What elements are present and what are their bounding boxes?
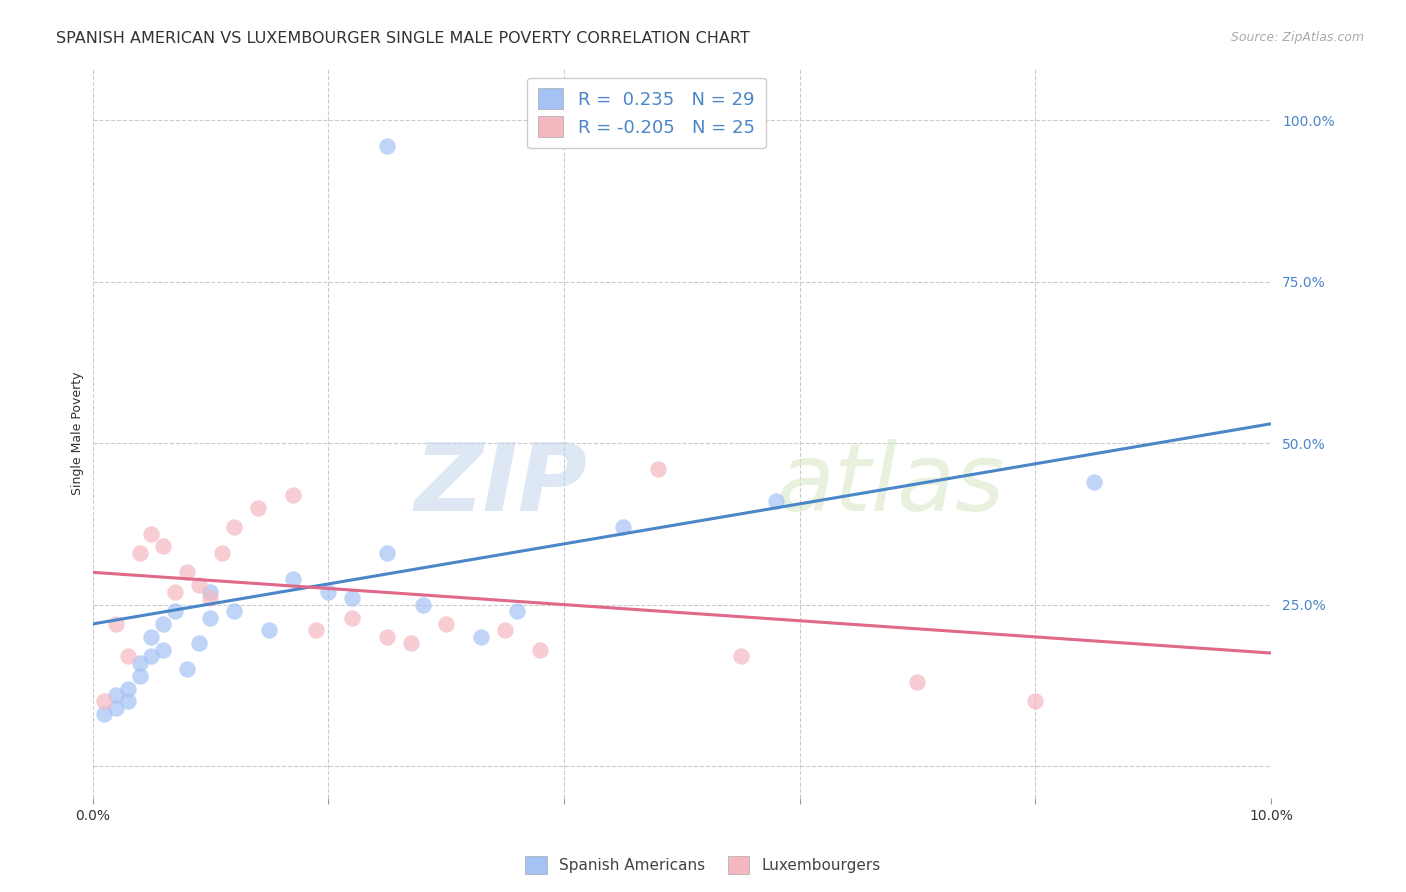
Point xyxy=(200,584,222,599)
Point xyxy=(200,591,222,606)
Point xyxy=(105,701,128,715)
Point xyxy=(165,604,187,618)
Point xyxy=(117,649,139,664)
Point xyxy=(305,624,328,638)
Point xyxy=(730,649,752,664)
Point xyxy=(222,520,245,534)
Point xyxy=(105,617,128,632)
Point xyxy=(907,675,929,690)
Legend: Spanish Americans, Luxembourgers: Spanish Americans, Luxembourgers xyxy=(519,850,887,880)
Point xyxy=(222,604,245,618)
Point xyxy=(128,656,150,670)
Point xyxy=(259,624,281,638)
Text: Source: ZipAtlas.com: Source: ZipAtlas.com xyxy=(1230,31,1364,45)
Point xyxy=(128,668,150,682)
Point xyxy=(93,707,115,722)
Point xyxy=(494,624,516,638)
Point xyxy=(187,636,209,650)
Legend: R =  0.235   N = 29, R = -0.205   N = 25: R = 0.235 N = 29, R = -0.205 N = 25 xyxy=(527,78,766,148)
Point xyxy=(281,572,304,586)
Point xyxy=(141,630,163,644)
Point xyxy=(128,546,150,560)
Point xyxy=(117,694,139,708)
Point xyxy=(399,636,422,650)
Point xyxy=(316,584,339,599)
Point xyxy=(612,520,634,534)
Y-axis label: Single Male Poverty: Single Male Poverty xyxy=(72,372,84,495)
Point xyxy=(152,540,174,554)
Point xyxy=(187,578,209,592)
Point xyxy=(141,526,163,541)
Point xyxy=(211,546,233,560)
Point xyxy=(281,488,304,502)
Point xyxy=(375,546,398,560)
Point xyxy=(1024,694,1046,708)
Point xyxy=(647,462,669,476)
Text: atlas: atlas xyxy=(776,439,1004,530)
Point xyxy=(340,591,363,606)
Point xyxy=(105,688,128,702)
Point xyxy=(176,662,198,676)
Point xyxy=(506,604,529,618)
Point xyxy=(412,598,434,612)
Point xyxy=(470,630,492,644)
Point xyxy=(165,584,187,599)
Point xyxy=(246,500,269,515)
Point xyxy=(152,642,174,657)
Point xyxy=(1083,475,1105,489)
Point xyxy=(152,617,174,632)
Point xyxy=(141,649,163,664)
Point xyxy=(765,494,787,508)
Point xyxy=(375,630,398,644)
Point xyxy=(529,642,551,657)
Text: ZIP: ZIP xyxy=(415,439,588,531)
Point xyxy=(176,566,198,580)
Point xyxy=(375,139,398,153)
Text: SPANISH AMERICAN VS LUXEMBOURGER SINGLE MALE POVERTY CORRELATION CHART: SPANISH AMERICAN VS LUXEMBOURGER SINGLE … xyxy=(56,31,749,46)
Point xyxy=(117,681,139,696)
Point xyxy=(434,617,457,632)
Point xyxy=(340,610,363,624)
Point xyxy=(93,694,115,708)
Point xyxy=(200,610,222,624)
